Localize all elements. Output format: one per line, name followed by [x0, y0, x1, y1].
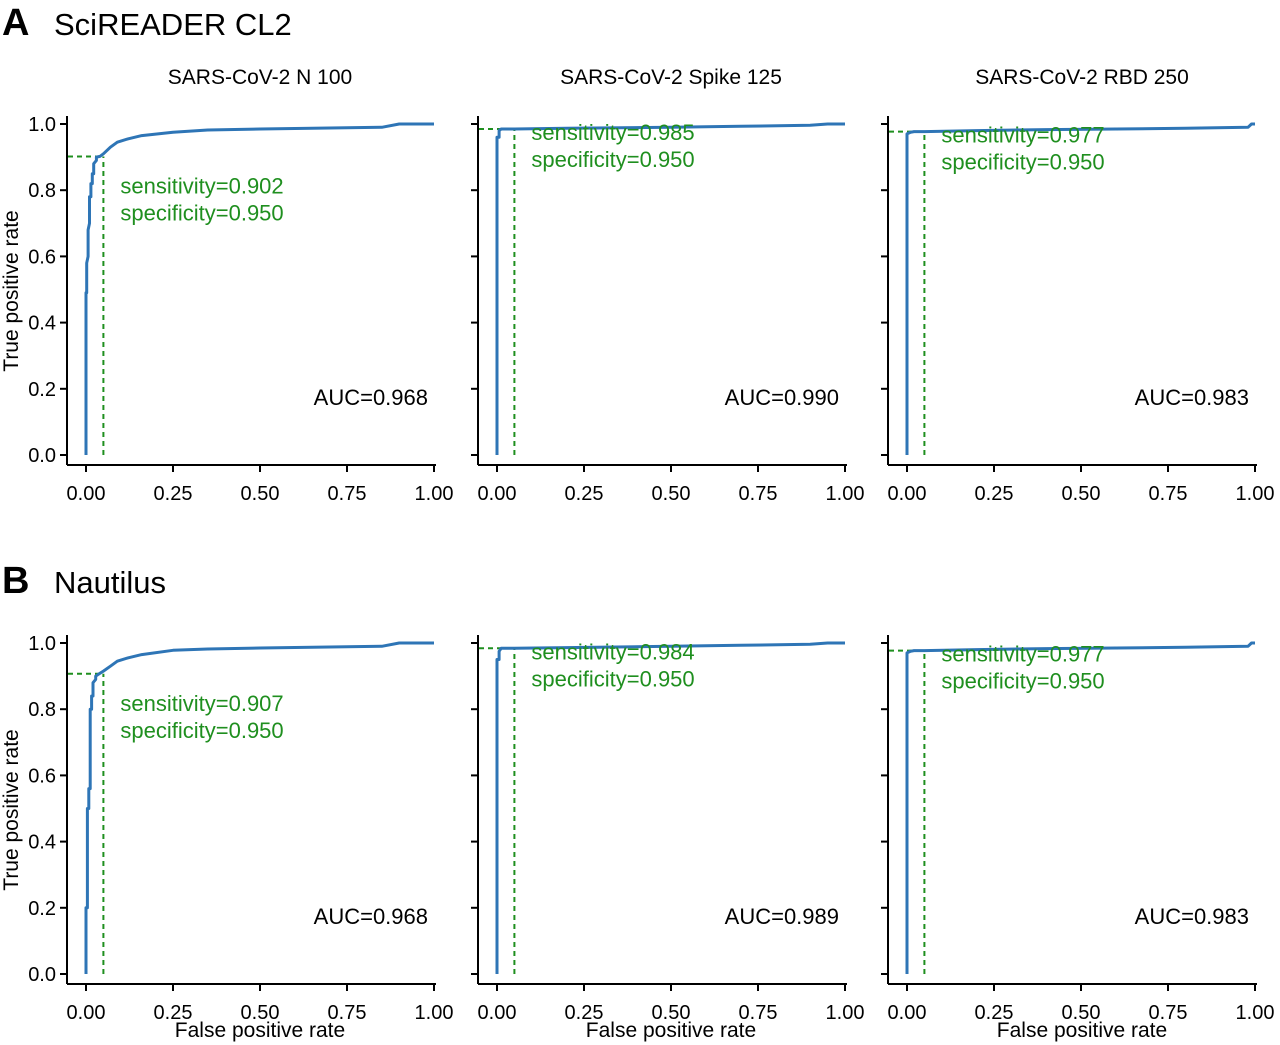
chart-4-y-tick-label: 0.6 [28, 765, 56, 787]
chart-4-x-tick-label: 1.00 [415, 1002, 454, 1024]
chart-3-specificity-label: specificity=0.950 [941, 150, 1104, 175]
chart-3-x-tick-label: 1.00 [1236, 483, 1275, 505]
chart-5-x-tick-label: 0.00 [478, 1002, 517, 1024]
chart-4-x-tick-label: 0.75 [328, 1002, 367, 1024]
chart-2-x-tick-label: 0.00 [478, 483, 517, 505]
chart-6-x-tick-label: 0.00 [888, 1002, 927, 1024]
chart-6-auc-label: AUC=0.983 [1135, 904, 1249, 929]
panel-title-b: Nautilus [54, 565, 166, 600]
chart-3-x-tick-label: 0.00 [888, 483, 927, 505]
panel-title-a: SciREADER CL2 [54, 7, 292, 42]
chart-4-specificity-label: specificity=0.950 [120, 718, 283, 743]
y-axis-label-b: True positive rate [0, 729, 23, 890]
chart-2-auc-label: AUC=0.990 [725, 385, 839, 410]
chart-1-x-tick-label: 0.00 [67, 483, 106, 505]
chart-1-y-tick-label: 0.8 [28, 180, 56, 202]
chart-5-roc-curve [495, 641, 845, 974]
chart-5-x-tick-label: 0.25 [565, 1002, 604, 1024]
chart-4-x-tick-label: 0.50 [241, 1002, 280, 1024]
chart-2-roc-curve [495, 122, 845, 455]
chart-6-specificity-label: specificity=0.950 [941, 669, 1104, 694]
chart-1-x-tick-label: 0.50 [241, 483, 280, 505]
chart-4-auc-label: AUC=0.968 [314, 904, 428, 929]
chart-title-n100: SARS-CoV-2 N 100 [168, 66, 352, 89]
panel-letter-b: B [2, 560, 29, 602]
chart-6-sensitivity-label: sensitivity=0.977 [941, 642, 1104, 667]
chart-1-sensitivity-label: sensitivity=0.902 [120, 173, 283, 198]
chart-5-x-tick-label: 1.00 [826, 1002, 865, 1024]
chart-5-x-tick-label: 0.75 [739, 1002, 778, 1024]
chart-title-rbd250: SARS-CoV-2 RBD 250 [975, 66, 1189, 89]
chart-1-x-tick-label: 1.00 [415, 483, 454, 505]
chart-5-specificity-label: specificity=0.950 [531, 666, 694, 691]
chart-4-y-tick-label: 1.0 [28, 633, 56, 655]
chart-3-roc-curve [905, 122, 1255, 455]
chart-4-y-tick-label: 0.0 [28, 964, 56, 986]
chart-4-sensitivity-label: sensitivity=0.907 [120, 691, 283, 716]
chart-2-x-tick-label: 0.25 [565, 483, 604, 505]
chart-1-auc-label: AUC=0.968 [314, 385, 428, 410]
chart-2-x-tick-label: 0.75 [739, 483, 778, 505]
chart-4-x-tick-label: 0.25 [154, 1002, 193, 1024]
chart-3-auc-label: AUC=0.983 [1135, 385, 1249, 410]
chart-4-y-tick-label: 0.2 [28, 898, 56, 920]
x-axis-label-b1: False positive rate [175, 1019, 345, 1042]
chart-6-roc-curve [905, 641, 1255, 974]
chart-6-x-tick-label: 0.50 [1062, 1002, 1101, 1024]
x-axis-label-b2: False positive rate [586, 1019, 756, 1042]
chart-2-x-tick-label: 0.50 [652, 483, 691, 505]
chart-title-spike125: SARS-CoV-2 Spike 125 [560, 66, 782, 89]
chart-6-x-tick-label: 0.75 [1149, 1002, 1188, 1024]
chart-5-sensitivity-label: sensitivity=0.984 [531, 639, 694, 664]
chart-5-x-tick-label: 0.50 [652, 1002, 691, 1024]
chart-1-x-tick-label: 0.75 [328, 483, 367, 505]
x-axis-label-b3: False positive rate [997, 1019, 1167, 1042]
chart-1-y-tick-label: 0.6 [28, 246, 56, 268]
chart-1-specificity-label: specificity=0.950 [120, 200, 283, 225]
chart-2-x-tick-label: 1.00 [826, 483, 865, 505]
chart-3-x-tick-label: 0.50 [1062, 483, 1101, 505]
chart-4-roc-curve [84, 641, 434, 974]
chart-5-auc-label: AUC=0.989 [725, 904, 839, 929]
chart-3-x-tick-label: 0.75 [1149, 483, 1188, 505]
chart-6-x-tick-label: 1.00 [1236, 1002, 1275, 1024]
chart-2-specificity-label: specificity=0.950 [531, 147, 694, 172]
chart-1-y-tick-label: 0.0 [28, 445, 56, 467]
chart-1-y-tick-label: 0.2 [28, 379, 56, 401]
chart-4-y-tick-label: 0.8 [28, 699, 56, 721]
chart-1-roc-curve [84, 122, 434, 455]
panel-letter-a: A [2, 2, 29, 44]
chart-4-y-tick-label: 0.4 [28, 832, 56, 854]
chart-6-x-tick-label: 0.25 [975, 1002, 1014, 1024]
chart-1-x-tick-label: 0.25 [154, 483, 193, 505]
chart-4-x-tick-label: 0.00 [67, 1002, 106, 1024]
chart-3-sensitivity-label: sensitivity=0.977 [941, 123, 1104, 148]
roc-plots: 0.0 0.2 0.4 0.6 0.8 1.0 0.00 0.25 0.50 0.75 1.00 se… [28, 114, 1274, 1024]
y-axis-label-a: True positive rate [0, 210, 23, 371]
chart-1-y-tick-label: 1.0 [28, 114, 56, 136]
chart-1-y-tick-label: 0.4 [28, 313, 56, 335]
chart-3-x-tick-label: 0.25 [975, 483, 1014, 505]
chart-2-sensitivity-label: sensitivity=0.985 [531, 120, 694, 145]
